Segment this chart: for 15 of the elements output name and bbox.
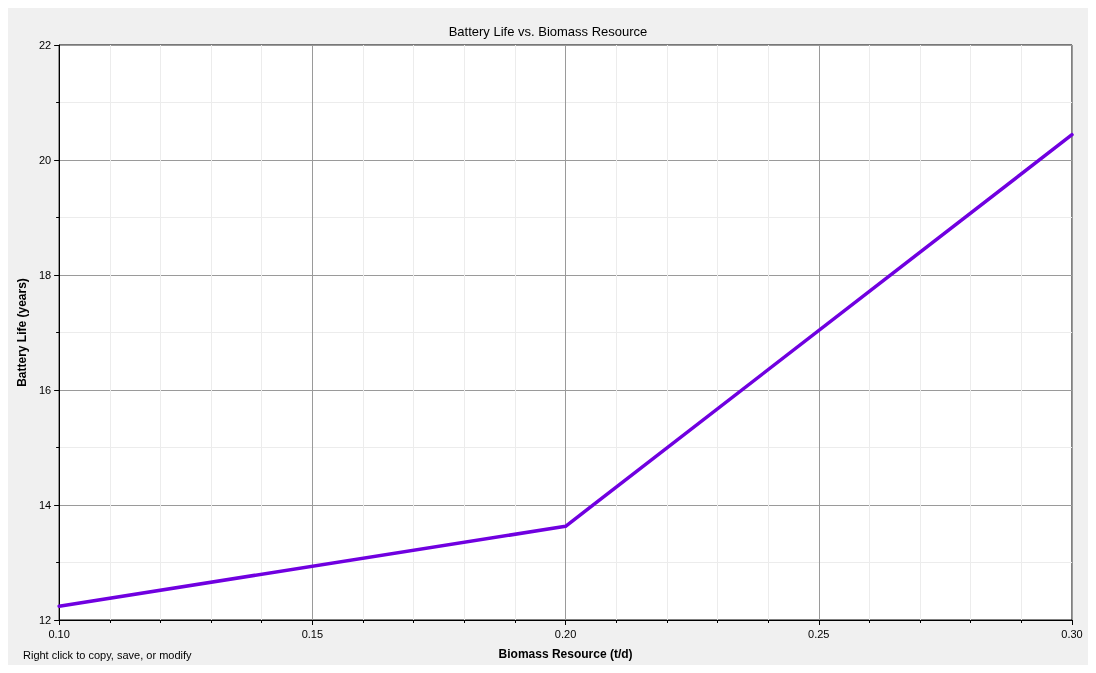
text: Right click to copy, save, or modify (23, 648, 193, 661)
y-tick-label: 20 (38, 154, 52, 166)
x-axis-title: Biomass Resource (t/d) (498, 647, 633, 661)
y-tick-label: 22 (38, 39, 52, 51)
x-tick-label: 0.20 (554, 627, 577, 640)
x-tick-label: 0.15 (301, 627, 324, 640)
chart-title: Battery Life vs. Biomass Resource (448, 24, 648, 39)
x-tick-label: 0.30 (1061, 627, 1083, 640)
y-tick-label: 18 (38, 269, 52, 281)
x-tick-label: 0.25 (808, 627, 830, 640)
y-tick-label: 12 (38, 614, 52, 626)
x-tick-label: 0.10 (48, 627, 70, 640)
y-axis-title: Battery Life (years) (15, 278, 29, 387)
y-tick-label: 16 (38, 384, 52, 396)
y-tick-label: 14 (38, 499, 52, 511)
